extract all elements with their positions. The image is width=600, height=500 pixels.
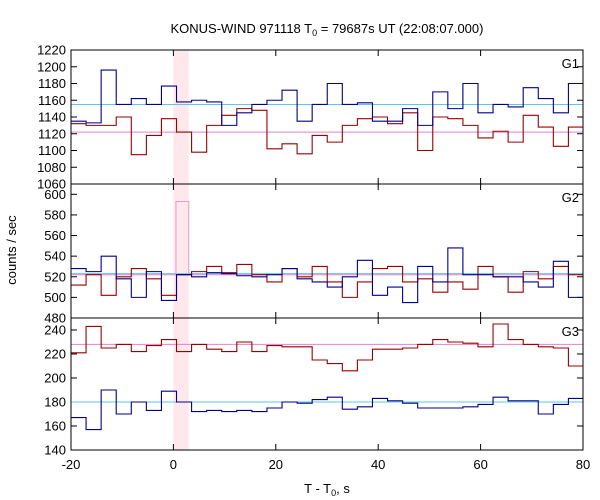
x-ticks <box>70 318 584 450</box>
highlight-band <box>173 50 189 184</box>
y-tick-label: 1220 <box>37 43 66 58</box>
x-tick-label: 80 <box>576 457 590 472</box>
chart-title: KONUS-WIND 971118 T0 = 79687s UT (22:08:… <box>171 21 484 38</box>
series-step-line <box>71 247 583 304</box>
x-tick-label: 0 <box>170 457 177 472</box>
x-axis-title: T - T0, s <box>304 481 350 498</box>
y-tick-label: 1140 <box>38 110 66 125</box>
y-tick-label: 220 <box>44 347 66 362</box>
x-tick-label: 60 <box>473 457 487 472</box>
y-tick-label: 1080 <box>37 160 66 175</box>
y-tick-label: 140 <box>44 443 66 458</box>
x-tick-label: -20 <box>62 457 81 472</box>
panel-label-g2: G2 <box>562 190 579 205</box>
y-ticks: 140 160 180 200 220 240 <box>44 323 583 458</box>
x-ticks <box>70 50 584 184</box>
panel-g2: 480 500 520 540 560 580 600 G2 <box>44 183 584 326</box>
highlight-band <box>173 318 189 450</box>
y-tick-label: 600 <box>44 187 66 202</box>
series-step-line <box>71 323 583 372</box>
plot-area <box>71 201 583 304</box>
y-tick-label: 540 <box>44 249 66 264</box>
y-tick-label: 480 <box>44 311 66 326</box>
x-tick-label: 20 <box>269 457 283 472</box>
series-step-line <box>71 263 583 298</box>
panel-frame <box>70 49 584 185</box>
series-step-line <box>71 108 583 164</box>
y-tick-label: 180 <box>44 395 66 410</box>
panel-g3: 140 160 180 200 220 240 G3 <box>44 317 584 458</box>
panel-frame <box>70 317 584 451</box>
x-tick-label: 40 <box>371 457 385 472</box>
x-tick-labels: -20 0 20 40 60 80 <box>62 457 591 472</box>
plot-area <box>71 69 583 164</box>
y-tick-label: 580 <box>44 207 66 222</box>
y-tick-label: 1160 <box>38 93 66 108</box>
y-tick-label: 160 <box>44 419 66 434</box>
y-tick-label: 560 <box>44 228 66 243</box>
series-step-line <box>71 69 583 126</box>
highlight-band <box>173 184 189 318</box>
y-tick-label: 240 <box>44 323 66 338</box>
y-tick-label: 1100 <box>38 143 66 158</box>
panel-frame <box>70 183 584 319</box>
trigger-bin-highlight <box>175 201 190 274</box>
y-tick-label: 1200 <box>37 59 66 74</box>
panel-label-g1: G1 <box>562 56 579 71</box>
y-tick-label: 200 <box>44 371 66 386</box>
x-ticks <box>70 184 584 318</box>
panel-label-g3: G3 <box>562 324 579 339</box>
y-tick-label: 1180 <box>38 76 66 91</box>
y-tick-label: 1060 <box>37 177 66 192</box>
y-tick-label: 1120 <box>38 126 66 141</box>
y-ticks: 480 500 520 540 560 580 600 <box>44 187 583 326</box>
y-axis-title: counts / sec <box>4 215 19 285</box>
y-tick-label: 500 <box>44 290 66 305</box>
y-tick-label: 520 <box>44 269 66 284</box>
plot-area <box>71 323 583 431</box>
series-step-line <box>71 389 583 431</box>
